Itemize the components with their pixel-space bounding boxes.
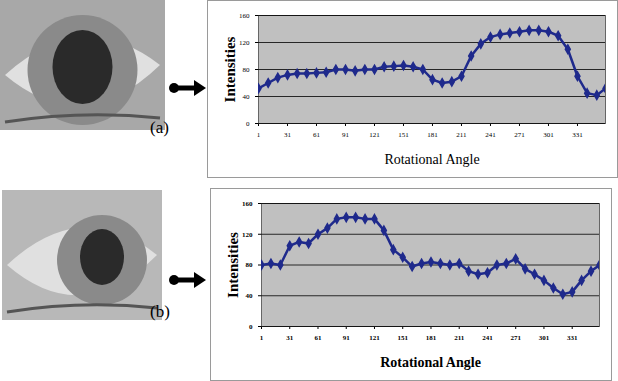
- svg-text:91: 91: [342, 131, 350, 139]
- svg-text:1: 1: [260, 334, 264, 342]
- svg-text:151: 151: [398, 131, 409, 139]
- svg-text:80: 80: [246, 261, 254, 269]
- svg-text:Rotational Angle: Rotational Angle: [380, 355, 481, 370]
- svg-text:40: 40: [243, 93, 251, 101]
- svg-text:271: 271: [514, 131, 525, 139]
- svg-text:120: 120: [239, 39, 250, 47]
- svg-text:121: 121: [369, 334, 380, 342]
- html-text:(a): (a): [150, 118, 169, 137]
- svg-text:241: 241: [482, 334, 493, 342]
- svg-text:151: 151: [397, 334, 408, 342]
- svg-text:0: 0: [249, 323, 253, 331]
- svg-text:31: 31: [286, 334, 294, 342]
- svg-text:61: 61: [314, 334, 322, 342]
- svg-text:211: 211: [454, 334, 465, 342]
- svg-text:Intensities: Intensities: [222, 36, 238, 102]
- svg-text:0: 0: [246, 120, 250, 128]
- svg-text:331: 331: [567, 334, 578, 342]
- svg-text:120: 120: [242, 230, 253, 238]
- svg-text:301: 301: [543, 131, 554, 139]
- svg-text:121: 121: [369, 131, 380, 139]
- svg-text:181: 181: [426, 334, 437, 342]
- svg-text:Rotational Angle: Rotational Angle: [384, 152, 479, 167]
- svg-text:Intensities: Intensities: [225, 232, 241, 298]
- svg-text:181: 181: [427, 131, 438, 139]
- svg-text:1: 1: [257, 131, 261, 139]
- svg-text:331: 331: [572, 131, 583, 139]
- svg-text:211: 211: [456, 131, 467, 139]
- svg-text:40: 40: [246, 292, 254, 300]
- svg-text:271: 271: [510, 334, 521, 342]
- svg-text:160: 160: [239, 12, 250, 20]
- svg-text:301: 301: [539, 334, 550, 342]
- svg-text:80: 80: [243, 66, 251, 74]
- svg-text:31: 31: [284, 131, 292, 139]
- svg-text:61: 61: [313, 131, 321, 139]
- html-text:(b): (b): [150, 302, 170, 321]
- svg-text:91: 91: [343, 334, 351, 342]
- svg-text:241: 241: [485, 131, 496, 139]
- svg-text:160: 160: [242, 200, 253, 208]
